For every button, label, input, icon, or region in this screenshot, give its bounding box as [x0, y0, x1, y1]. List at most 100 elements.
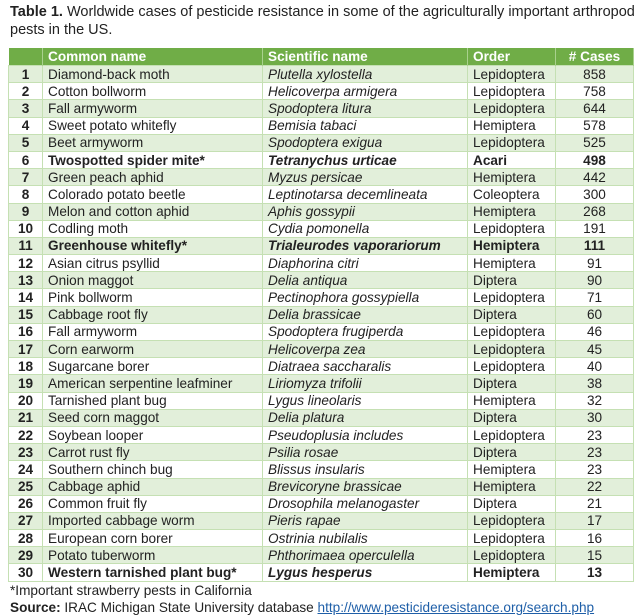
scientific-name-cell: Aphis gossypii: [262, 202, 468, 221]
scientific-name-cell: Lygus hesperus: [262, 563, 468, 582]
common-name-cell: American serpentine leafminer: [42, 374, 263, 393]
order-cell: Hemiptera: [467, 460, 556, 479]
row-number-cell: 15: [8, 305, 43, 324]
header-number: [8, 48, 43, 66]
row-number-cell: 8: [8, 185, 43, 204]
common-name-cell: Cotton bollworm: [42, 82, 263, 101]
row-number-cell: 3: [8, 99, 43, 118]
table-row: 21 Seed corn maggot Delia platura Diptera 30: [8, 408, 634, 427]
header-scientific-name: Scientific name: [262, 48, 468, 66]
order-cell: Coleoptera: [467, 185, 556, 204]
row-number-cell: 18: [8, 357, 43, 376]
cases-cell: 442: [555, 168, 634, 187]
cases-cell: 15: [555, 546, 634, 565]
order-cell: Lepidoptera: [467, 529, 556, 548]
order-cell: Lepidoptera: [467, 64, 556, 84]
cases-cell: 38: [555, 374, 634, 393]
cases-cell: 111: [555, 236, 634, 256]
scientific-name-cell: Lygus lineolaris: [262, 391, 468, 410]
row-number-cell: 30: [8, 563, 43, 582]
table-row: 7 Green peach aphid Myzus persicae Hemipter…: [8, 168, 634, 187]
table-row: 2 Cotton bollworm Helicoverpa armigera Lepi…: [8, 82, 634, 101]
order-cell: Acari: [467, 150, 556, 170]
common-name-cell: Soybean looper: [42, 425, 263, 445]
common-name-cell: Colorado potato beetle: [42, 185, 263, 204]
scientific-name-cell: Blissus insularis: [262, 460, 468, 479]
common-name-cell: Carrot rust fly: [42, 443, 263, 462]
header-order: Order: [467, 48, 556, 66]
row-number-cell: 10: [8, 219, 43, 238]
scientific-name-cell: Liriomyza trifolii: [262, 374, 468, 393]
row-number-cell: 1: [8, 64, 43, 84]
table-row: 9 Melon and cotton aphid Aphis gossypii Hem…: [8, 202, 634, 221]
cases-cell: 758: [555, 82, 634, 101]
source-line: Source: IRAC Michigan State University d…: [10, 600, 594, 615]
order-cell: Lepidoptera: [467, 339, 556, 359]
row-number-cell: 21: [8, 408, 43, 427]
order-cell: Diptera: [467, 271, 556, 290]
order-cell: Lepidoptera: [467, 425, 556, 445]
row-number-cell: 14: [8, 288, 43, 307]
scientific-name-cell: Spodoptera exigua: [262, 133, 468, 152]
scientific-name-cell: Myzus persicae: [262, 168, 468, 187]
common-name-cell: Melon and cotton aphid: [42, 202, 263, 221]
row-number-cell: 13: [8, 271, 43, 290]
scientific-name-cell: Delia antiqua: [262, 271, 468, 290]
scientific-name-cell: Pseudoplusia includes: [262, 425, 468, 445]
common-name-cell: Sweet potato whitefly: [42, 116, 263, 135]
cases-cell: 30: [555, 408, 634, 427]
cases-cell: 21: [555, 494, 634, 513]
order-cell: Diptera: [467, 374, 556, 393]
scientific-name-cell: Phthorimaea operculella: [262, 546, 468, 565]
scientific-name-cell: Plutella xylostella: [262, 64, 468, 84]
row-number-cell: 19: [8, 374, 43, 393]
order-cell: Hemiptera: [467, 391, 556, 410]
header-cases: # Cases: [555, 48, 634, 66]
order-cell: Hemiptera: [467, 168, 556, 187]
scientific-name-cell: Spodoptera litura: [262, 99, 468, 118]
table-caption: Table 1. Worldwide cases of pesticide re…: [10, 3, 635, 39]
cases-cell: 23: [555, 460, 634, 479]
common-name-cell: Pink bollworm: [42, 288, 263, 307]
row-number-cell: 2: [8, 82, 43, 101]
common-name-cell: Sugarcane borer: [42, 357, 263, 376]
scientific-name-cell: Delia brassicae: [262, 305, 468, 324]
table-row: 1 Diamond-back moth Plutella xylostella Lep…: [8, 64, 634, 84]
order-cell: Lepidoptera: [467, 219, 556, 238]
cases-cell: 23: [555, 425, 634, 445]
table-row: 10 Codling moth Cydia pomonella Lepidoptera…: [8, 219, 634, 238]
common-name-cell: Seed corn maggot: [42, 408, 263, 427]
table-row: 4 Sweet potato whitefly Bemisia tabaci Hemi…: [8, 116, 634, 135]
table-row: 19 American serpentine leafminer Liriomyza…: [8, 374, 634, 393]
order-cell: Lepidoptera: [467, 133, 556, 152]
source-link[interactable]: http://www.pesticideresistance.org/searc…: [317, 600, 595, 615]
common-name-cell: Green peach aphid: [42, 168, 263, 187]
table-row: 13 Onion maggot Delia antiqua Diptera 90: [8, 271, 634, 290]
table-row: 27 Imported cabbage worm Pieris rapae Lepid…: [8, 511, 634, 531]
table-row: 11 Greenhouse whitefly* Trialeurodes vapor…: [8, 236, 634, 256]
order-cell: Lepidoptera: [467, 288, 556, 307]
cases-cell: 45: [555, 339, 634, 359]
table-row: 22 Soybean looper Pseudoplusia includes Lep…: [8, 425, 634, 445]
table-row: 17 Corn earworm Helicoverpa zea Lepidoptera…: [8, 339, 634, 359]
scientific-name-cell: Leptinotarsa decemlineata: [262, 185, 468, 204]
cases-cell: 71: [555, 288, 634, 307]
common-name-cell: Tarnished plant bug: [42, 391, 263, 410]
table-row: 28 European corn borer Ostrinia nubilalis L…: [8, 529, 634, 548]
common-name-cell: Corn earworm: [42, 339, 263, 359]
table-row: 26 Common fruit fly Drosophila melanogaste…: [8, 494, 634, 513]
order-cell: Lepidoptera: [467, 99, 556, 118]
table-row: 6 Twospotted spider mite* Tetranychus urti…: [8, 150, 634, 170]
order-cell: Diptera: [467, 494, 556, 513]
table-row: 29 Potato tuberworm Phthorimaea operculell…: [8, 546, 634, 565]
cases-cell: 13: [555, 563, 634, 582]
row-number-cell: 6: [8, 150, 43, 170]
cases-cell: 23: [555, 443, 634, 462]
cases-cell: 32: [555, 391, 634, 410]
table-header-row: Common name Scientific name Order # Case…: [8, 48, 634, 66]
common-name-cell: Western tarnished plant bug*: [42, 563, 263, 582]
table-row: 5 Beet armyworm Spodoptera exigua Lepidopte…: [8, 133, 634, 152]
order-cell: Diptera: [467, 305, 556, 324]
table-row: 18 Sugarcane borer Diatraea saccharalis Lep…: [8, 357, 634, 376]
order-cell: Diptera: [467, 408, 556, 427]
